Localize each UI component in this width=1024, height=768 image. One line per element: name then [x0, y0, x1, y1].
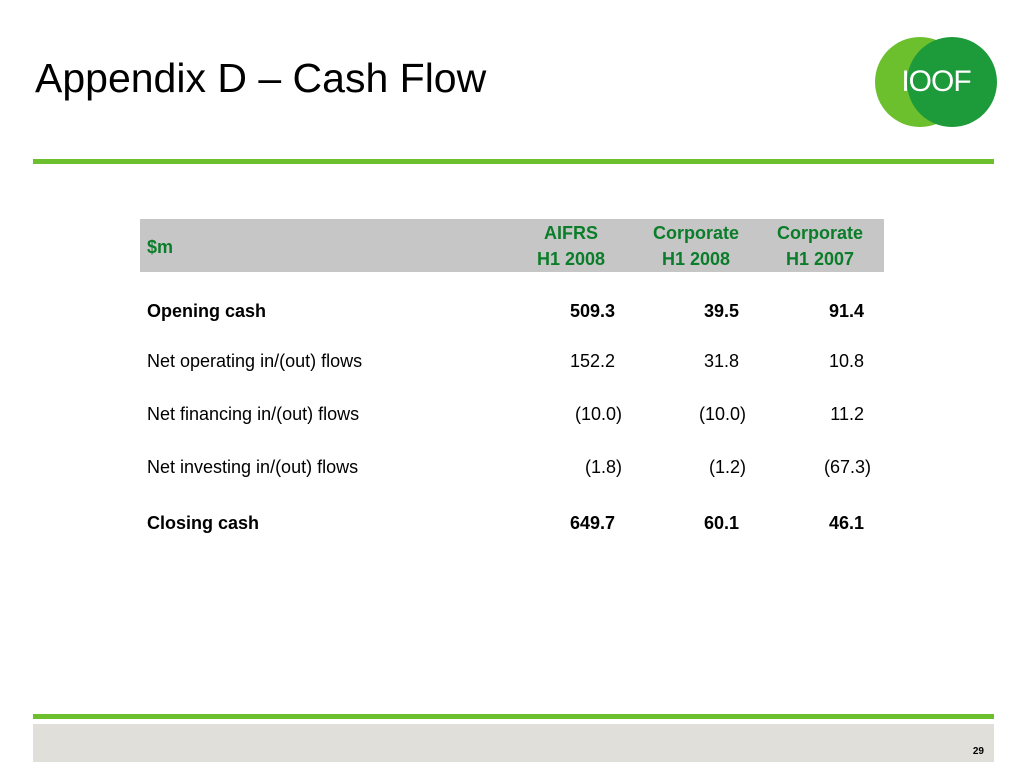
- page-number: 29: [972, 746, 984, 757]
- cell-corporate-h1-2007: (67.3): [823, 457, 871, 477]
- cell-aifrs-h1-2008: (1.8): [584, 457, 622, 477]
- top-accent-rule: [33, 159, 994, 164]
- ioof-logo: IOOF: [875, 37, 997, 127]
- footer-bar: 29: [33, 724, 994, 762]
- column-header-corporate-h1-2007: Corporate H1 2007: [776, 223, 863, 269]
- cell-corporate-h1-2008: 39.5: [703, 301, 739, 321]
- row-label: Net investing in/(out) flows: [147, 457, 359, 477]
- cell-corporate-h1-2008: 60.1: [703, 513, 739, 533]
- logo-text: IOOF: [901, 65, 971, 98]
- cell-aifrs-h1-2008: 152.2: [569, 351, 615, 371]
- unit-header: $m: [147, 237, 174, 257]
- table-row-net-investing: Net investing in/(out) flows (1.8) (1.2)…: [147, 457, 884, 481]
- table-row-net-financing: Net financing in/(out) flows (10.0) (10.…: [147, 404, 884, 428]
- column-header-corporate-h1-2008: Corporate H1 2008: [652, 223, 739, 269]
- bottom-accent-rule: [33, 714, 994, 719]
- table-header: $m AIFRS H1 2008 Corporate H1 2008 Corpo…: [140, 219, 884, 272]
- table-row-closing-cash: Closing cash 649.7 60.1 46.1: [147, 513, 884, 537]
- row-label: Net financing in/(out) flows: [147, 404, 360, 424]
- cell-corporate-h1-2008: (10.0): [698, 404, 746, 424]
- cell-corporate-h1-2007: 11.2: [830, 404, 864, 424]
- cell-corporate-h1-2008: (1.2): [708, 457, 746, 477]
- cell-corporate-h1-2007: 91.4: [828, 301, 864, 321]
- slide-title: Appendix D – Cash Flow: [35, 55, 487, 101]
- cell-corporate-h1-2007: 10.8: [828, 351, 864, 371]
- column-header-aifrs-h1-2008: AIFRS H1 2008: [536, 223, 606, 269]
- table-row-net-operating: Net operating in/(out) flows 152.2 31.8 …: [147, 351, 884, 375]
- row-label: Opening cash: [147, 301, 267, 321]
- cell-aifrs-h1-2008: 649.7: [569, 513, 615, 533]
- row-label: Closing cash: [147, 513, 260, 533]
- cell-corporate-h1-2007: 46.1: [828, 513, 864, 533]
- row-label: Net operating in/(out) flows: [147, 351, 363, 371]
- cell-corporate-h1-2008: 31.8: [703, 351, 739, 371]
- cell-aifrs-h1-2008: (10.0): [574, 404, 622, 424]
- cell-aifrs-h1-2008: 509.3: [569, 301, 615, 321]
- table-row-opening-cash: Opening cash 509.3 39.5 91.4: [147, 301, 884, 325]
